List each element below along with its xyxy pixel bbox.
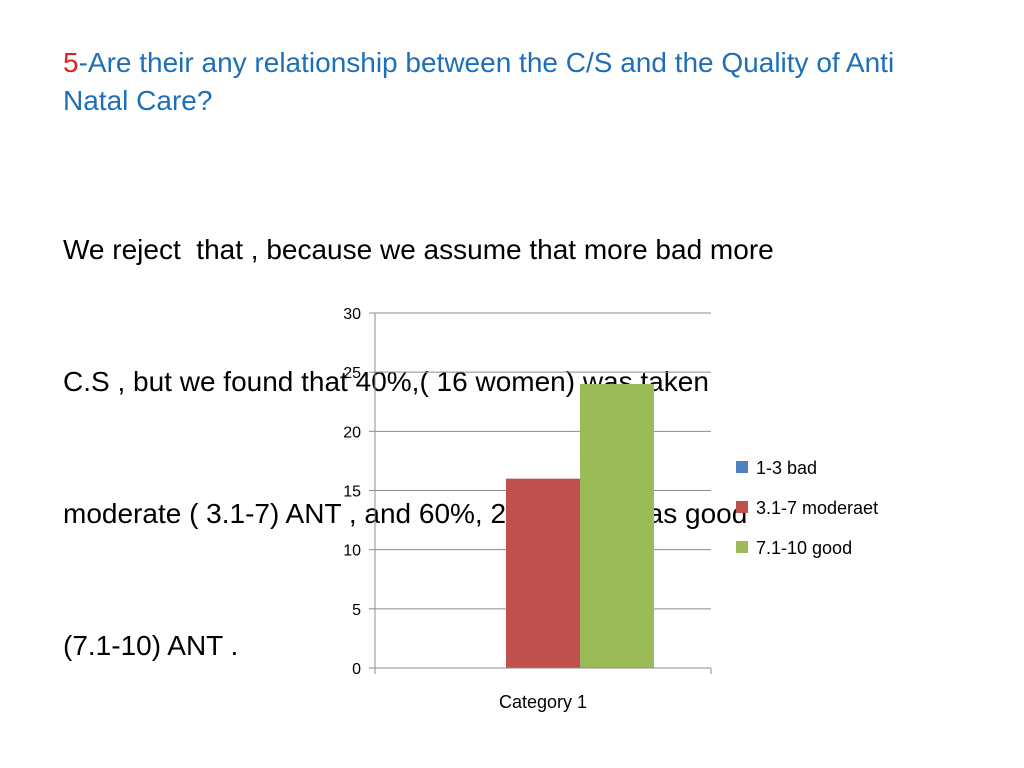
y-tick-label: 15 <box>343 484 361 501</box>
legend-label: 1-3 bad <box>756 458 817 478</box>
bar <box>580 384 654 668</box>
chart-bars <box>506 384 654 668</box>
y-tick-label: 25 <box>343 365 361 382</box>
chart-axes <box>374 313 712 674</box>
x-category-label: Category 1 <box>499 692 587 712</box>
slide-body: We reject that , because we assume that … <box>63 140 963 712</box>
slide-title: 5-Are their any relationship between the… <box>63 44 963 120</box>
legend-swatch <box>736 461 748 473</box>
title-text: -Are their any relationship between the … <box>63 47 895 116</box>
body-line: C.S , but we found that 40%,( 16 women) … <box>63 366 709 397</box>
body-line: We reject that , because we assume that … <box>63 234 774 265</box>
legend-label: 3.1-7 moderaet <box>756 498 878 518</box>
y-tick-label: 10 <box>343 543 361 560</box>
title-number: 5 <box>63 47 79 78</box>
chart-legend: 1-3 bad 3.1-7 moderaet 7.1-10 good <box>736 458 878 558</box>
y-tick-label: 20 <box>343 424 361 441</box>
body-line: (7.1-10) ANT . <box>63 630 239 661</box>
y-tick-label: 0 <box>352 661 361 678</box>
y-tick-label: 5 <box>352 602 361 619</box>
x-axis-categories: Category 1 <box>499 692 587 712</box>
legend-swatch <box>736 501 748 513</box>
bar <box>506 478 580 668</box>
y-axis-ticks: 0 5 10 15 20 25 30 <box>343 306 375 678</box>
legend-label: 7.1-10 good <box>756 538 852 558</box>
y-tick-label: 30 <box>343 306 361 323</box>
legend-swatch <box>736 541 748 553</box>
